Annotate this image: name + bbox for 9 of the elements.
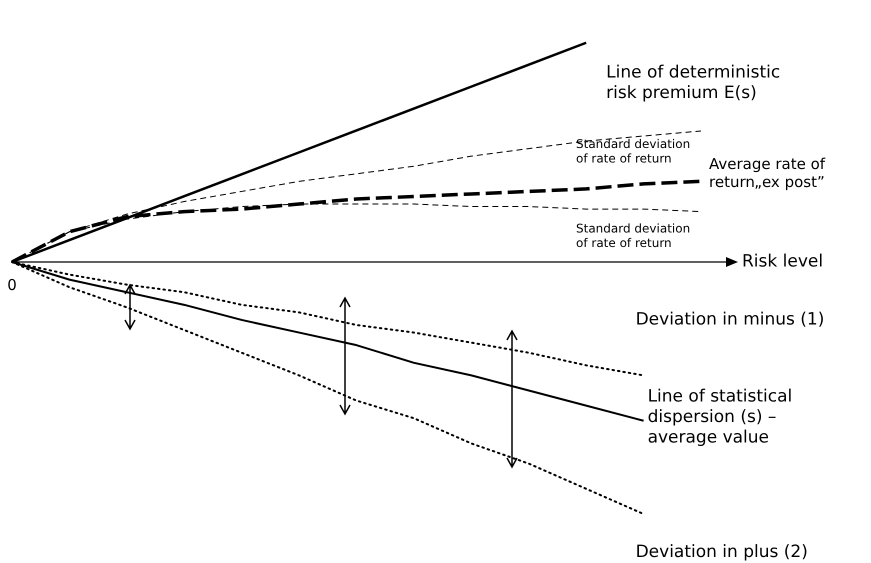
annotation: 0: [7, 276, 17, 294]
text: Deviation in minus (1): [636, 309, 824, 330]
series-label: Standard deviation of rate of return: [576, 222, 690, 250]
series-label: Average rate of return„ex post”: [709, 154, 826, 191]
x-axis-title: Risk level: [742, 251, 824, 272]
series-label: Deviation in plus (2): [636, 542, 808, 562]
series-label: Line of statistical dispersion (s) – average value: [648, 386, 792, 448]
series-label: Standard deviation of rate of return: [576, 137, 690, 166]
series-label: Line of deterministic risk premium E(s): [606, 62, 780, 104]
